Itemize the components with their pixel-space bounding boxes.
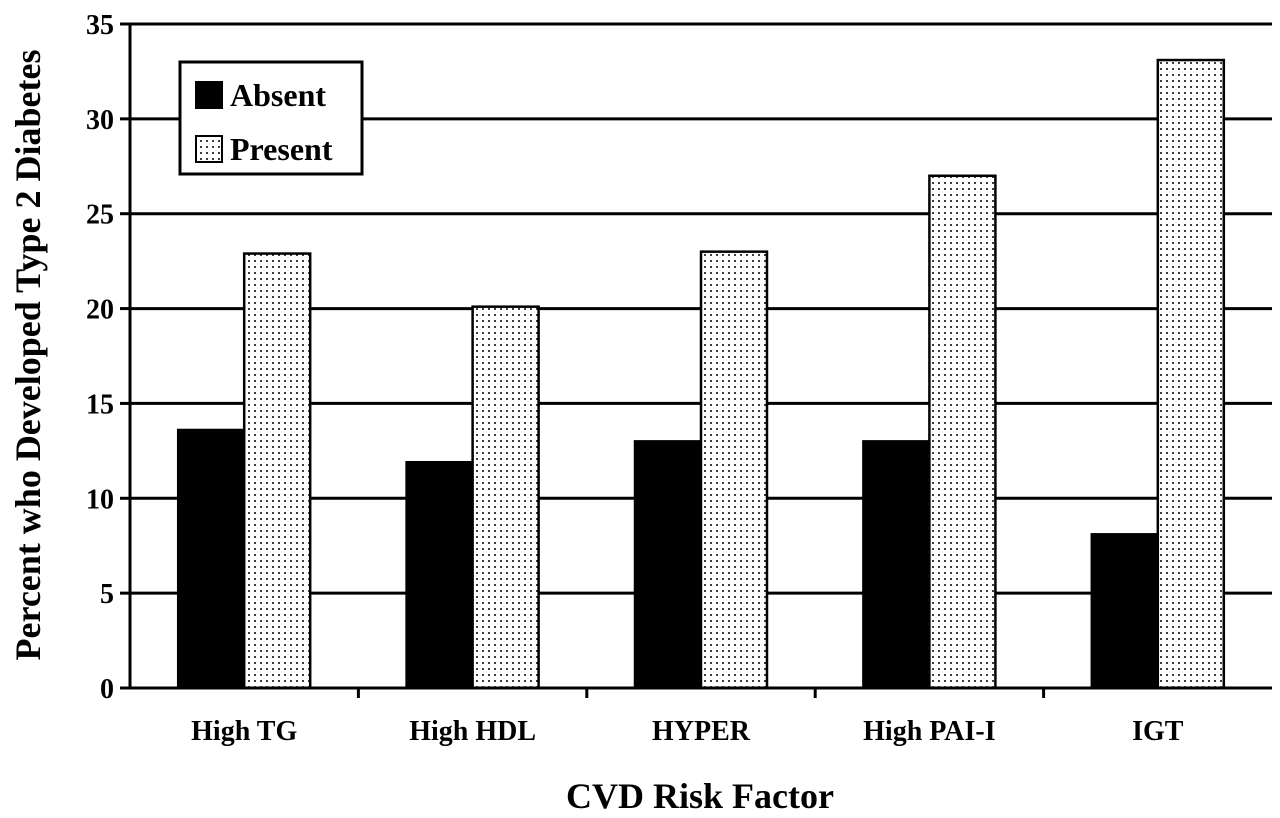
- y-tick-label: 15: [86, 389, 114, 420]
- x-axis-title: CVD Risk Factor: [566, 776, 834, 816]
- legend-label-present: Present: [230, 131, 333, 167]
- y-tick-label: 5: [100, 579, 114, 610]
- axis-labels: 0 5 10 15 20 25 30 35 High TG High HDL HYPER High P…: [86, 10, 1184, 747]
- bar-absent-5: [1090, 533, 1160, 690]
- x-tick-label: High HDL: [409, 716, 536, 747]
- y-tick-label: 0: [100, 674, 114, 705]
- x-tick-label: High PAI-I: [863, 716, 996, 747]
- bar-present-3: [699, 250, 769, 690]
- bar-present-5: [1156, 58, 1226, 690]
- legend: Absent Present: [178, 60, 364, 176]
- legend-swatch-present: [195, 135, 223, 163]
- x-tick-label: High TG: [191, 716, 297, 747]
- y-tick-label: 20: [86, 295, 114, 326]
- x-tick-label: IGT: [1132, 716, 1184, 747]
- bar-present-2: [471, 305, 540, 690]
- y-tick-label: 10: [86, 484, 114, 515]
- axes: [120, 22, 1272, 698]
- bars: [176, 58, 1226, 690]
- bar-present-4: [928, 174, 997, 690]
- y-axis-title: Percent who Developed Type 2 Diabetes: [8, 50, 48, 661]
- x-tick-label: HYPER: [652, 716, 751, 747]
- y-tick-label: 30: [86, 105, 114, 136]
- bar-absent-3: [633, 440, 703, 690]
- y-tick-label: 25: [86, 200, 114, 231]
- legend-label-absent: Absent: [230, 77, 326, 113]
- legend-swatch-absent: [195, 81, 223, 109]
- bar-absent-2: [405, 460, 474, 690]
- y-tick-label: 35: [86, 10, 114, 41]
- bar-absent-4: [862, 440, 931, 690]
- bar-absent-1: [176, 428, 246, 690]
- bar-present-1: [242, 252, 312, 690]
